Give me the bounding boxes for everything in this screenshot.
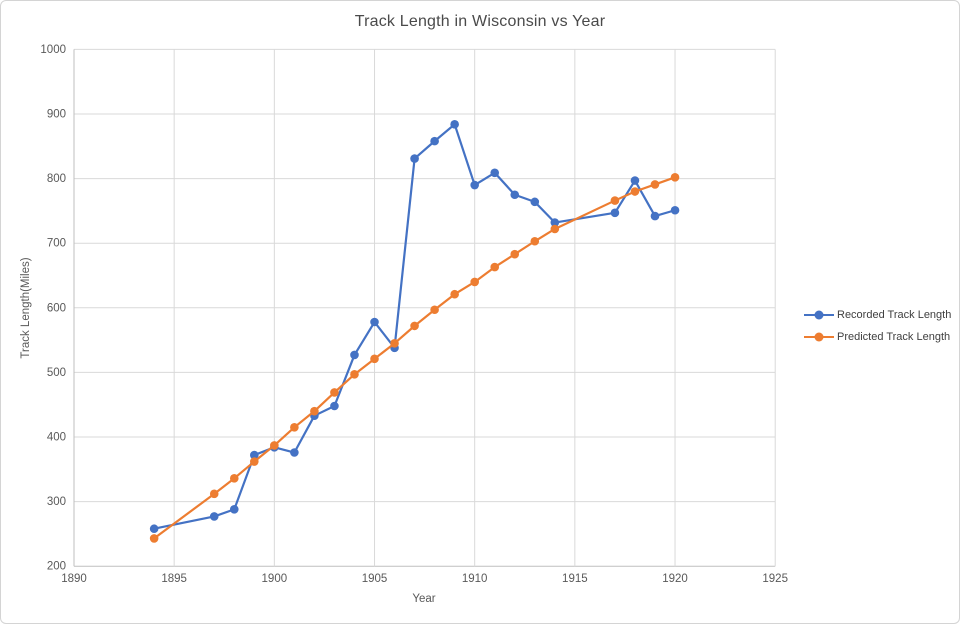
legend-label-recorded: Recorded Track Length — [837, 308, 952, 321]
data-point-recorded — [630, 176, 640, 185]
predicted-series-line-sample — [804, 332, 834, 341]
x-tick-label: 1900 — [262, 573, 288, 585]
data-point-predicted — [550, 224, 560, 234]
data-point-predicted — [390, 339, 399, 348]
data-point-predicted — [330, 388, 339, 397]
x-tick-label: 1925 — [762, 573, 788, 585]
data-point-predicted — [470, 277, 479, 287]
y-tick-label: 600 — [47, 302, 66, 314]
data-point-predicted — [350, 370, 359, 379]
data-point-recorded — [350, 350, 359, 360]
data-point-recorded — [250, 450, 259, 460]
legend-label-predicted: Predicted Track Length — [837, 330, 951, 343]
data-point-recorded — [510, 190, 520, 200]
data-point-recorded — [149, 524, 159, 534]
data-point-recorded — [410, 154, 419, 163]
y-tick-label: 1000 — [40, 44, 66, 56]
y-tick-label: 800 — [47, 173, 66, 185]
data-point-predicted — [290, 423, 299, 432]
x-tick-label: 1905 — [362, 573, 388, 585]
data-point-predicted — [410, 321, 419, 331]
x-tick-label: 1910 — [462, 573, 488, 585]
data-point-recorded — [490, 168, 500, 178]
series-line-predicted — [153, 176, 677, 540]
data-point-predicted — [430, 305, 439, 315]
x-tick-label: 1920 — [662, 573, 688, 585]
y-tick-label: 400 — [47, 432, 66, 444]
data-point-predicted — [630, 187, 640, 196]
y-tick-label: 200 — [47, 561, 66, 573]
data-point-predicted — [490, 262, 500, 272]
data-point-predicted — [510, 249, 520, 259]
data-point-predicted — [149, 534, 159, 543]
x-tick-label: 1895 — [161, 573, 187, 585]
predicted-series-marker-icon — [814, 332, 824, 341]
y-tick-label: 300 — [47, 496, 66, 508]
data-point-predicted — [610, 196, 620, 205]
legend-item-recorded: Recorded Track Length — [804, 307, 951, 322]
data-point-recorded — [550, 218, 560, 227]
data-point-recorded — [610, 208, 620, 218]
data-point-recorded — [330, 401, 339, 411]
y-axis-title: Track Length(Miles) — [20, 257, 32, 359]
data-point-predicted — [250, 457, 259, 466]
x-tick-label: 1890 — [61, 573, 87, 585]
data-point-predicted — [229, 474, 239, 483]
data-point-recorded — [650, 211, 660, 221]
data-point-predicted — [650, 180, 660, 189]
data-point-recorded — [450, 120, 459, 129]
data-point-predicted — [530, 236, 540, 246]
legend-item-predicted: Predicted Track Length — [804, 329, 951, 344]
data-point-recorded — [209, 512, 219, 521]
legend: Recorded Track Length Predicted Track Le… — [804, 307, 951, 344]
y-tick-label: 500 — [47, 367, 66, 379]
x-tick-label: 1915 — [562, 573, 588, 585]
y-tick-label: 700 — [47, 238, 66, 250]
data-point-recorded — [229, 505, 239, 514]
data-point-predicted — [209, 489, 219, 499]
data-point-recorded — [370, 317, 379, 327]
recorded-series-marker-icon — [814, 310, 824, 319]
data-point-predicted — [450, 289, 459, 299]
data-point-recorded — [430, 136, 439, 146]
chart-title: Track Length in Wisconsin vs Year — [354, 13, 606, 30]
data-point-recorded — [530, 197, 540, 207]
x-axis-title: Year — [412, 593, 436, 605]
data-point-recorded — [290, 448, 299, 457]
y-tick-label: 900 — [47, 109, 66, 121]
data-point-predicted — [370, 354, 379, 364]
data-point-recorded — [670, 205, 680, 215]
data-point-predicted — [310, 406, 319, 416]
data-point-predicted — [670, 173, 680, 182]
data-point-recorded — [470, 180, 479, 190]
recorded-series-line-sample — [804, 310, 834, 319]
data-point-predicted — [270, 441, 279, 450]
